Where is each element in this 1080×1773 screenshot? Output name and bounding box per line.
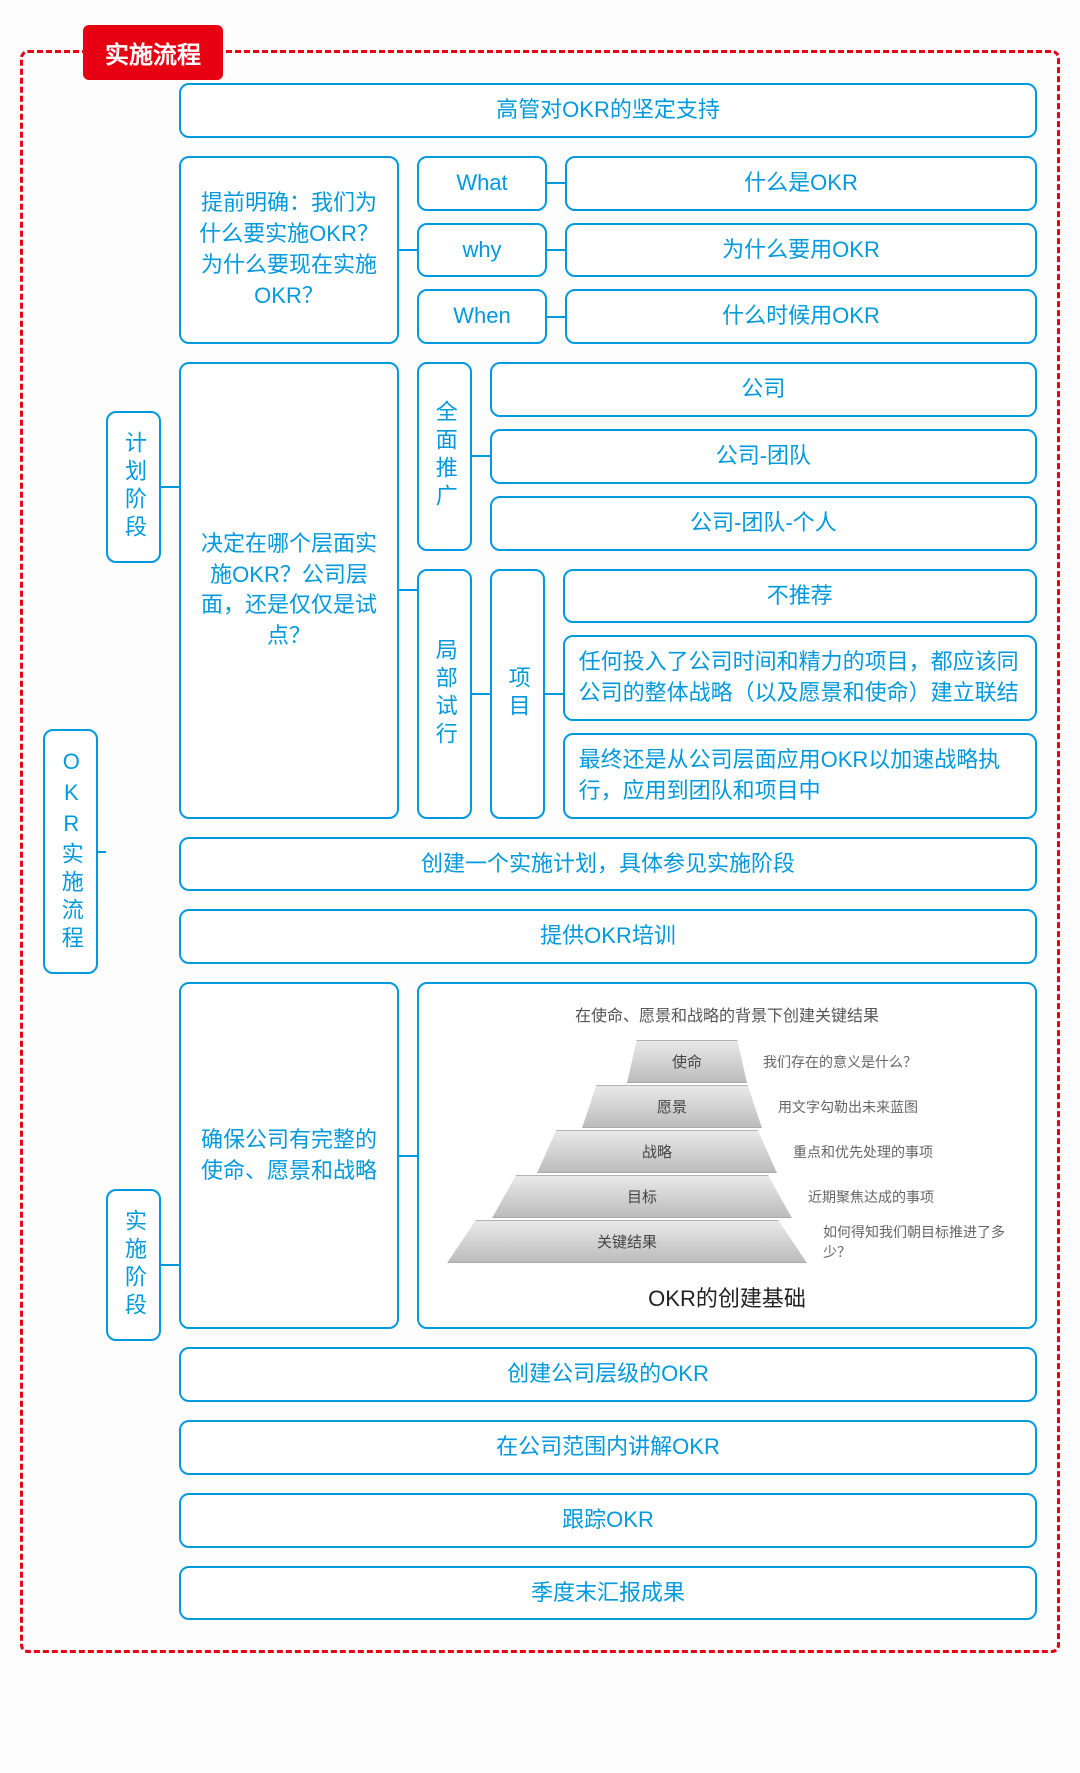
trial-p1: 不推荐 — [563, 569, 1037, 624]
impl-b3: 跟踪OKR — [179, 1493, 1037, 1548]
plan-clarify-title: 提前明确：我们为什么要实施OKR？为什么要现在实施OKR？ — [179, 156, 399, 344]
pyramid-desc: 我们存在的意义是什么？ — [763, 1052, 963, 1072]
pyramid-row: 使命我们存在的意义是什么？ — [431, 1040, 1023, 1083]
header-badge: 实施流程 — [83, 25, 223, 80]
impl-phase-node: 实施阶段 — [106, 1189, 161, 1341]
tree-root-row: OKR实施流程 计划阶段 高管对OKR的坚定支持 提前明确：我们为什么要实施OK… — [43, 83, 1037, 1620]
pyramid-layer: 愿景 — [582, 1085, 762, 1128]
full-a: 公司 — [490, 362, 1037, 417]
trial-p2: 任何投入了公司时间和精力的项目，都应该同公司的整体战略（以及愿景和使命）建立联结 — [563, 635, 1037, 721]
clarify-why-val: 为什么要用OKR — [565, 223, 1037, 278]
pyramid-row: 目标近期聚焦达成的事项 — [431, 1175, 1023, 1218]
pyramid-layer: 战略 — [537, 1130, 777, 1173]
impl-mission-row: 确保公司有完整的使命、愿景和战略 在使命、愿景和战略的背景下创建关键结果 使命我… — [179, 982, 1037, 1329]
clarify-why-key: why — [417, 223, 547, 278]
plan-decide-row: 决定在哪个层面实施OKR？公司层面，还是仅仅是试点？ 全面推广 公司 公司-团队 — [179, 362, 1037, 818]
pyramid-desc: 用文字勾勒出未来蓝图 — [778, 1097, 978, 1117]
impl-b1: 创建公司层级的OKR — [179, 1347, 1037, 1402]
pyramid-caption: OKR的创建基础 — [431, 1281, 1023, 1313]
pyramid-layer: 使命 — [627, 1040, 747, 1083]
pyramid-row: 战略重点和优先处理的事项 — [431, 1130, 1023, 1173]
clarify-when-key: When — [417, 289, 547, 344]
impl-mission-title: 确保公司有完整的使命、愿景和战略 — [179, 982, 399, 1329]
impl-phase-row: 实施阶段 提供OKR培训 确保公司有完整的使命、愿景和战略 在使命、愿景和战略的… — [106, 909, 1037, 1620]
trial-label: 局部试行 — [417, 569, 472, 819]
pyramid-row: 愿景用文字勾勒出未来蓝图 — [431, 1085, 1023, 1128]
pyramid-title: 在使命、愿景和战略的背景下创建关键结果 — [431, 1002, 1023, 1026]
pyramid-layer: 目标 — [492, 1175, 792, 1218]
root-node: OKR实施流程 — [43, 729, 98, 974]
frame: 实施流程 OKR实施流程 计划阶段 高管对OKR的坚定支持 提前明确：我们为 — [20, 50, 1060, 1653]
pyramid-layers: 使命我们存在的意义是什么？愿景用文字勾勒出未来蓝图战略重点和优先处理的事项目标近… — [431, 1040, 1023, 1263]
impl-b4: 季度末汇报成果 — [179, 1566, 1037, 1621]
clarify-what-val: 什么是OKR — [565, 156, 1037, 211]
impl-b2: 在公司范围内讲解OKR — [179, 1420, 1037, 1475]
clarify-when-val: 什么时候用OKR — [565, 289, 1037, 344]
plan-phase-row: 计划阶段 高管对OKR的坚定支持 提前明确：我们为什么要实施OKR？为什么要现在… — [106, 83, 1037, 891]
plan-create-plan: 创建一个实施计划，具体参见实施阶段 — [179, 837, 1037, 892]
pyramid-row: 关键结果如何得知我们朝目标推进了多少？ — [431, 1220, 1023, 1263]
plan-clarify-row: 提前明确：我们为什么要实施OKR？为什么要现在实施OKR？ What 什么是OK… — [179, 156, 1037, 344]
plan-phase-node: 计划阶段 — [106, 411, 161, 563]
impl-training: 提供OKR培训 — [179, 909, 1037, 964]
plan-support: 高管对OKR的坚定支持 — [179, 83, 1037, 138]
pyramid-box: 在使命、愿景和战略的背景下创建关键结果 使命我们存在的意义是什么？愿景用文字勾勒… — [417, 982, 1037, 1329]
clarify-what-key: What — [417, 156, 547, 211]
pyramid-layer: 关键结果 — [447, 1220, 807, 1263]
pyramid-desc: 近期聚焦达成的事项 — [808, 1187, 1008, 1207]
plan-decide-title: 决定在哪个层面实施OKR？公司层面，还是仅仅是试点？ — [179, 362, 399, 818]
pyramid-desc: 如何得知我们朝目标推进了多少？ — [823, 1222, 1023, 1262]
trial-project: 项目 — [490, 569, 545, 819]
pyramid-desc: 重点和优先处理的事项 — [793, 1142, 993, 1162]
full-b: 公司-团队 — [490, 429, 1037, 484]
trial-p3: 最终还是从公司层面应用OKR以加速战略执行，应用到团队和项目中 — [563, 733, 1037, 819]
full-label: 全面推广 — [417, 362, 472, 550]
full-c: 公司-团队-个人 — [490, 496, 1037, 551]
